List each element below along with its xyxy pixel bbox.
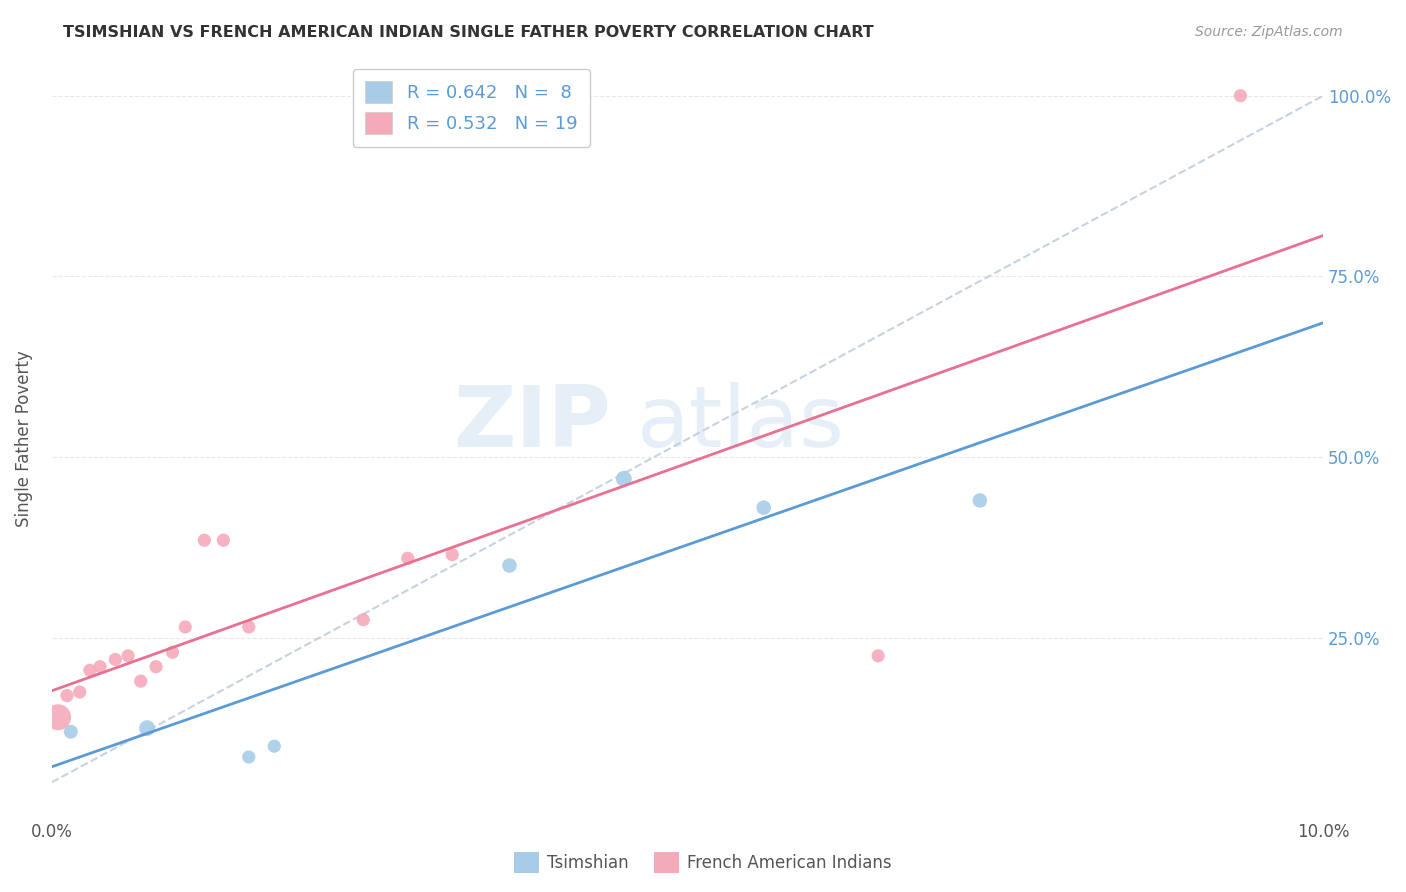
Legend: R = 0.642   N =  8, R = 0.532   N = 19: R = 0.642 N = 8, R = 0.532 N = 19 <box>353 69 591 147</box>
Text: atlas: atlas <box>637 383 845 466</box>
Point <box>396 551 419 566</box>
Point <box>969 493 991 508</box>
Point <box>752 500 775 515</box>
Point <box>46 710 69 724</box>
Point <box>441 548 464 562</box>
Point <box>129 674 152 689</box>
Point <box>238 620 260 634</box>
Point <box>59 724 82 739</box>
Point <box>263 739 285 754</box>
Point <box>89 659 111 673</box>
Point <box>238 750 260 764</box>
Point <box>162 645 184 659</box>
Point <box>352 613 374 627</box>
Point <box>136 721 159 735</box>
Legend: Tsimshian, French American Indians: Tsimshian, French American Indians <box>508 846 898 880</box>
Point <box>193 533 215 548</box>
Point <box>79 663 101 677</box>
Point <box>117 648 139 663</box>
Text: Source: ZipAtlas.com: Source: ZipAtlas.com <box>1195 25 1343 39</box>
Text: TSIMSHIAN VS FRENCH AMERICAN INDIAN SINGLE FATHER POVERTY CORRELATION CHART: TSIMSHIAN VS FRENCH AMERICAN INDIAN SING… <box>63 25 875 40</box>
Point <box>212 533 235 548</box>
Y-axis label: Single Father Poverty: Single Father Poverty <box>15 351 32 527</box>
Point <box>69 685 91 699</box>
Point <box>145 659 167 673</box>
Point <box>613 472 636 486</box>
Point <box>56 689 79 703</box>
Point <box>868 648 890 663</box>
Point <box>104 652 127 666</box>
Point <box>1229 88 1251 103</box>
Point <box>174 620 197 634</box>
Point <box>498 558 520 573</box>
Text: ZIP: ZIP <box>453 383 612 466</box>
